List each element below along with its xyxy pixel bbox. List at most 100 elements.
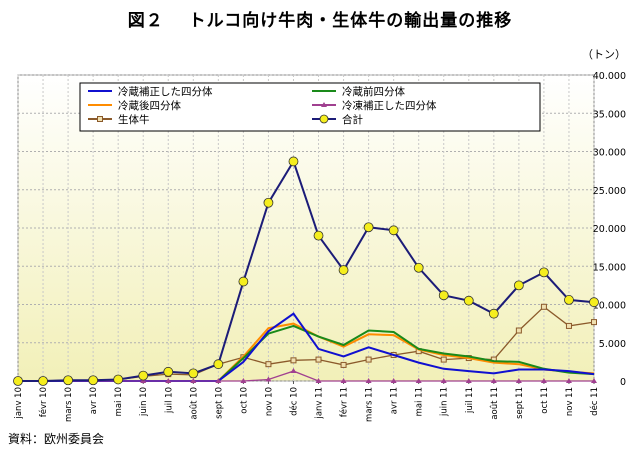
data-point [288, 156, 299, 167]
data-point [315, 378, 322, 383]
legend-label: 冷蔵前四分体 [342, 85, 405, 98]
legend-label: 合計 [342, 113, 363, 126]
data-point [263, 197, 274, 208]
x-tick-label: nov 10 [264, 387, 274, 416]
x-tick-label: nov 11 [565, 387, 575, 416]
data-point [240, 378, 247, 383]
legend-marker [319, 114, 329, 124]
x-tick-label: août 11 [490, 387, 500, 420]
data-point [338, 265, 349, 275]
y-tick-label: 5.000 [599, 339, 626, 350]
data-point [463, 295, 474, 306]
x-tick-label: mai 11 [415, 387, 425, 416]
series-5 [13, 156, 599, 386]
data-point [365, 378, 372, 383]
data-point [440, 378, 447, 383]
data-point [388, 225, 399, 236]
data-point [513, 280, 524, 291]
x-tick-label: juin 10 [139, 387, 149, 417]
data-point [589, 297, 599, 308]
data-point [390, 378, 397, 383]
data-point [440, 356, 447, 363]
data-point [265, 361, 272, 368]
data-point [540, 303, 547, 310]
data-point [163, 366, 174, 377]
x-axis: janv 10 févr 10 mars 10 avr 10 mai 10 juin 10… [14, 381, 600, 422]
data-point [188, 368, 199, 379]
data-point [165, 378, 172, 383]
data-point [565, 322, 572, 329]
y-tick-label: 10.000 [593, 301, 626, 312]
legend-marker [321, 102, 327, 107]
x-tick-label: mars 11 [365, 387, 375, 422]
legend-label: 冷蔵後四分体 [118, 99, 181, 112]
data-point [38, 376, 48, 386]
x-tick-label: août 10 [189, 387, 199, 420]
x-tick-label: avr 11 [390, 387, 400, 414]
x-tick-label: juil 11 [465, 387, 475, 414]
x-tick-label: oct 11 [540, 387, 550, 414]
y-tick-label: 0 [620, 377, 626, 388]
y-axis: 0 5.000 10.000 15.000 20.000 25.000 30.000 35.0… [593, 71, 626, 388]
chart-title: 図２ トルコ向け牛肉・生体牛の輸出量の推移 [127, 11, 513, 31]
data-point [138, 370, 149, 381]
data-point [363, 222, 374, 233]
data-point [515, 378, 522, 383]
data-point [564, 295, 574, 305]
data-point [340, 361, 347, 368]
legend-item: 冷蔵補正した四分体 [88, 85, 213, 98]
legend-item: 冷凍補正した四分体 [312, 99, 437, 112]
data-point [465, 378, 472, 383]
data-point [190, 378, 197, 383]
legend-label: 冷蔵補正した四分体 [118, 85, 213, 98]
series-layer [13, 156, 599, 386]
data-point [365, 356, 372, 363]
x-tick-label: mars 10 [64, 387, 74, 422]
legend-box [79, 82, 541, 132]
x-tick-label: janv 11 [315, 387, 325, 420]
data-point [565, 378, 572, 383]
legend-item: 冷蔵後四分体 [88, 99, 181, 112]
legend-label: 冷凍補正した四分体 [342, 99, 437, 112]
legend-label: 生体牛 [118, 113, 150, 126]
data-point [13, 376, 23, 386]
y-tick-label: 25.000 [593, 186, 626, 197]
data-point [540, 378, 547, 383]
y-tick-label: 15.000 [593, 262, 626, 273]
data-point [313, 230, 324, 241]
x-tick-label: févr 10 [38, 387, 49, 417]
source-note: 資料：欧州委員会 [8, 432, 105, 446]
data-point [238, 276, 249, 287]
data-point [290, 368, 297, 374]
data-point [591, 319, 597, 326]
data-point [539, 267, 549, 278]
y-tick-label: 35.000 [593, 109, 626, 120]
y-tick-label: 40.000 [593, 71, 626, 82]
data-point [290, 357, 297, 364]
y-tick-label: 20.000 [593, 224, 626, 235]
data-point [113, 374, 124, 385]
legend-item: 冷蔵前四分体 [312, 85, 405, 98]
data-point [340, 378, 347, 383]
data-point [438, 290, 449, 301]
y-tick-label: 30.000 [593, 148, 626, 159]
data-point [63, 375, 73, 386]
x-tick-label: janv 10 [14, 387, 24, 420]
x-tick-label: févr 11 [339, 387, 350, 417]
legend-marker [97, 116, 103, 122]
x-tick-label: juil 10 [164, 387, 174, 414]
x-tick-label: oct 10 [239, 387, 249, 414]
data-point [213, 359, 224, 370]
x-tick-label: déc 10 [288, 387, 299, 416]
data-point [265, 376, 272, 382]
x-tick-label: sept 11 [515, 387, 525, 419]
data-point [88, 375, 99, 386]
data-point [215, 378, 222, 383]
x-tick-label: déc 11 [589, 387, 600, 416]
data-point [413, 262, 424, 273]
data-point [515, 327, 522, 334]
y-axis-unit-label: （トン） [582, 48, 626, 61]
legend-item: 生体牛 [88, 113, 150, 126]
